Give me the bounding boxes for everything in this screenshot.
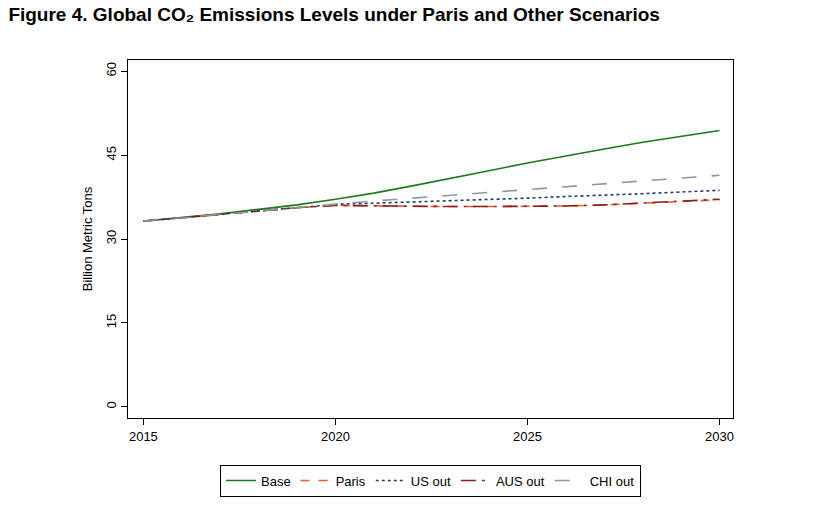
svg-text:Paris: Paris xyxy=(336,474,366,489)
svg-text:2030: 2030 xyxy=(705,429,734,444)
svg-text:30: 30 xyxy=(104,230,119,244)
svg-text:AUS out: AUS out xyxy=(496,474,545,489)
svg-text:CHI out: CHI out xyxy=(590,474,634,489)
svg-text:Base: Base xyxy=(261,474,291,489)
svg-text:Figure 4. Global CO₂ Emissions: Figure 4. Global CO₂ Emissions Levels un… xyxy=(8,4,659,25)
svg-text:US out: US out xyxy=(411,474,451,489)
svg-text:15: 15 xyxy=(104,314,119,328)
svg-text:60: 60 xyxy=(104,62,119,76)
svg-text:2025: 2025 xyxy=(513,429,542,444)
svg-text:Billion Metric Tons: Billion Metric Tons xyxy=(80,186,95,291)
svg-text:2020: 2020 xyxy=(321,429,350,444)
svg-text:45: 45 xyxy=(104,146,119,160)
svg-text:0: 0 xyxy=(104,401,119,408)
svg-text:2015: 2015 xyxy=(129,429,158,444)
